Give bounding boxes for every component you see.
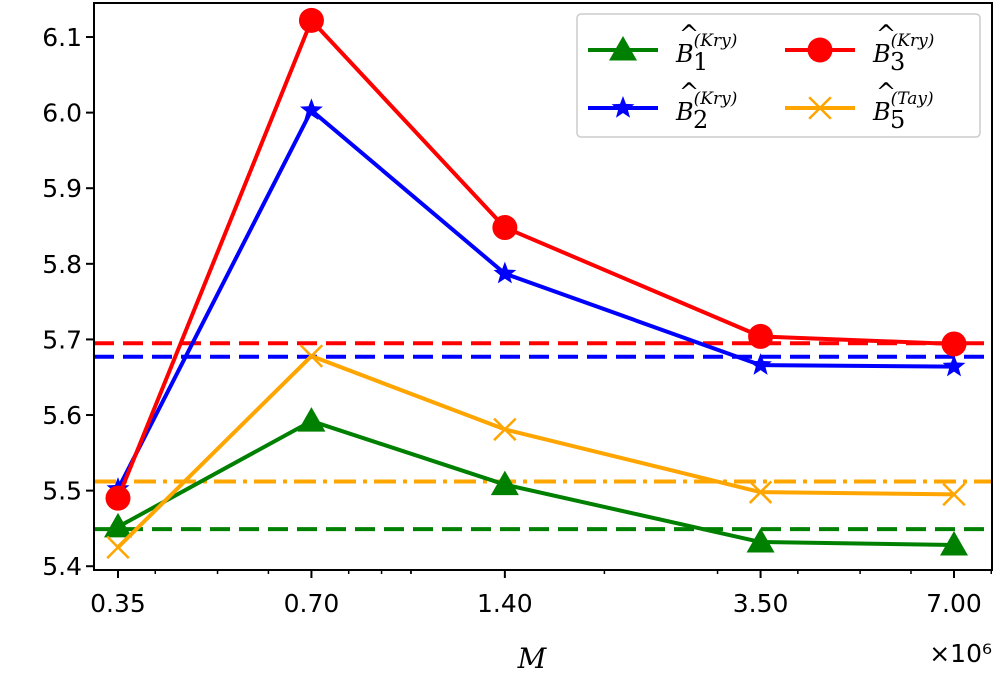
legend-sub-B5_Tay: 5 [890,106,905,134]
data-point-B5_Tay-1 [299,344,324,368]
data-point-B5_Tay-4 [942,482,966,507]
x-axis-label: M [517,642,548,675]
plot-frame [93,2,993,571]
legend-hat-B2_Kry: ^ [679,78,699,106]
data-point-B2_Kry-1 [300,98,323,121]
data-point-B2_Kry-2 [493,261,517,284]
data-point-B3_Kry-0 [105,485,131,511]
y-tick-label: 5.8 [42,250,82,279]
legend-box [576,13,981,138]
legend-label-B1_Kry: B(Kry) [675,31,737,68]
legend: B(Kry)^1 B(Kry)^3B(Kry)^2 B(Tay)^5 [576,13,981,138]
legend-marker-B5_Tay [808,96,832,120]
data-point-B3_Kry-4 [941,331,967,357]
legend-label-B5_Tay: B(Tay) [872,89,934,126]
data-point-B5_Tay-2 [493,417,517,442]
x-tick-label: 0.70 [284,589,340,618]
y-tick-label: 5.9 [42,174,82,203]
data-point-B1_Kry-1 [297,407,326,432]
legend-marker-B2_Kry [611,96,635,118]
y-tick-label: 6.1 [42,23,82,52]
y-tick-label: 5.7 [42,325,82,354]
y-tick-label: 5.4 [42,552,82,581]
y-tick-label: 6.0 [42,99,82,128]
data-point-B3_Kry-1 [298,7,324,33]
plot-area [94,7,992,560]
legend-marker-B1_Kry [609,36,637,61]
legend-hat-B3_Kry: ^ [876,20,896,48]
legend-hat-B5_Tay: ^ [876,78,896,106]
legend-sub-B1_Kry: 1 [693,48,708,76]
y-tick-label: 5.5 [42,477,82,506]
data-point-B2_Kry-4 [942,354,966,377]
data-point-B1_Kry-0 [104,512,132,538]
x-tick-label: 7.00 [926,589,982,618]
legend-hat-B1_Kry: ^ [679,20,699,48]
data-point-B3_Kry-3 [748,323,774,349]
legend-label-B2_Kry: B(Kry) [675,89,737,126]
data-point-B5_Tay-0 [106,535,130,560]
data-point-B1_Kry-4 [940,531,968,556]
x-tick-label: 1.40 [477,589,533,618]
x-tick-label: 0.35 [90,589,146,618]
legend-marker-B3_Kry [807,37,833,63]
x-offset-label: ×10⁶ [929,639,992,668]
data-point-B1_Kry-2 [490,470,519,496]
data-point-B3_Kry-2 [492,215,518,241]
legend-sub-B3_Kry: 3 [890,48,905,76]
data-point-B5_Tay-3 [748,480,773,504]
x-tick-label: 3.50 [733,589,789,618]
data-point-B1_Kry-3 [746,528,775,553]
axes: 5.4 5.5 5.6 5.7 5.8 5.9 6.0 6.1 0.35 0.70 1.40 3.50… [42,23,993,618]
series-line-B2_Kry [116,108,955,491]
legend-sub-B2_Kry: 2 [693,106,708,134]
series-line-B5_Tay [116,354,955,549]
data-point-B2_Kry-3 [749,353,772,375]
y-tick-label: 5.6 [42,401,82,430]
legend-label-B3_Kry: B(Kry) [872,31,934,68]
